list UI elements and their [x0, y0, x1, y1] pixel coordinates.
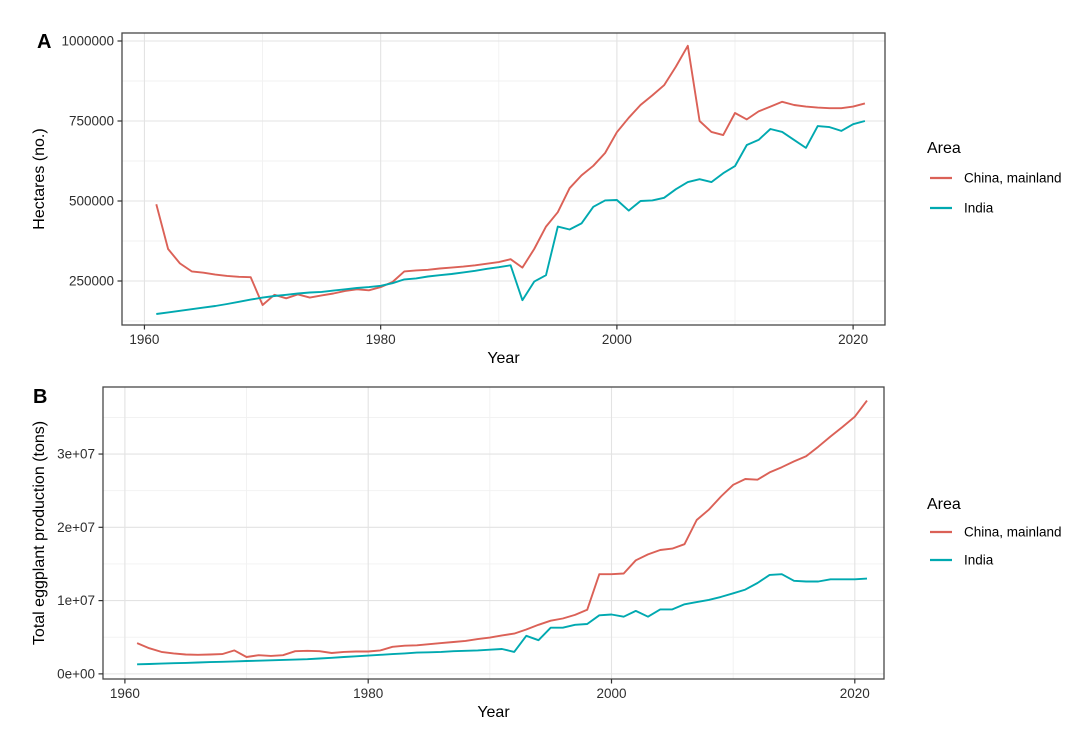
panel-tag-b: B	[33, 386, 47, 408]
x-tick-label: 1960	[129, 332, 159, 347]
y-axis-title: Total eggplant production (tons)	[31, 421, 48, 645]
y-tick-label: 500000	[69, 194, 114, 209]
legend-label: China, mainland	[964, 525, 1062, 540]
legend-item-china-mainland: China, mainland	[930, 171, 1062, 186]
panel-tag-a: A	[37, 31, 51, 53]
panel-a: 1960 1980 2000 2020 250000 500000 750000 100000…	[31, 31, 886, 367]
legend-label: China, mainland	[964, 171, 1062, 186]
legend-label: India	[964, 553, 994, 568]
series-line-india	[137, 573, 868, 666]
series-line-india	[156, 120, 866, 315]
y-tick-label: 3e+07	[57, 447, 95, 462]
x-tick-label: 2020	[840, 686, 870, 701]
legend-item-china-mainland: China, mainland	[930, 525, 1062, 540]
x-tick-label: 2020	[838, 332, 868, 347]
y-axis-title: Hectares (no.)	[31, 128, 48, 229]
legend-title: Area	[927, 140, 961, 157]
y-tick-label: 250000	[69, 274, 114, 289]
panel-border	[102, 386, 885, 680]
x-tick-label: 1980	[366, 332, 396, 347]
legend-label: India	[964, 201, 994, 216]
y-tick-label: 1000000	[61, 34, 114, 49]
y-tick-label: 1e+07	[57, 593, 95, 608]
series-line-china-mainland	[136, 400, 868, 658]
y-tick-label: 750000	[69, 114, 114, 129]
legend-item-india: India	[930, 201, 994, 216]
x-tick-label: 2000	[596, 686, 626, 701]
series-line-china-mainland	[155, 44, 866, 306]
x-tick-label: 1980	[353, 686, 383, 701]
x-axis-title: Year	[487, 350, 520, 367]
legend-item-india: India	[930, 553, 994, 568]
x-tick-label: 2000	[602, 332, 632, 347]
panel-b: 1960 1980 2000 2020 0e+00 1e+07 2e+07 3e+07 Year…	[31, 386, 885, 721]
panel-border	[121, 32, 886, 326]
y-tick-label: 2e+07	[57, 520, 95, 535]
x-tick-label: 1960	[110, 686, 140, 701]
x-axis-title: Year	[477, 704, 510, 721]
legend-title: Area	[927, 496, 961, 513]
y-tick-label: 0e+00	[57, 666, 95, 681]
